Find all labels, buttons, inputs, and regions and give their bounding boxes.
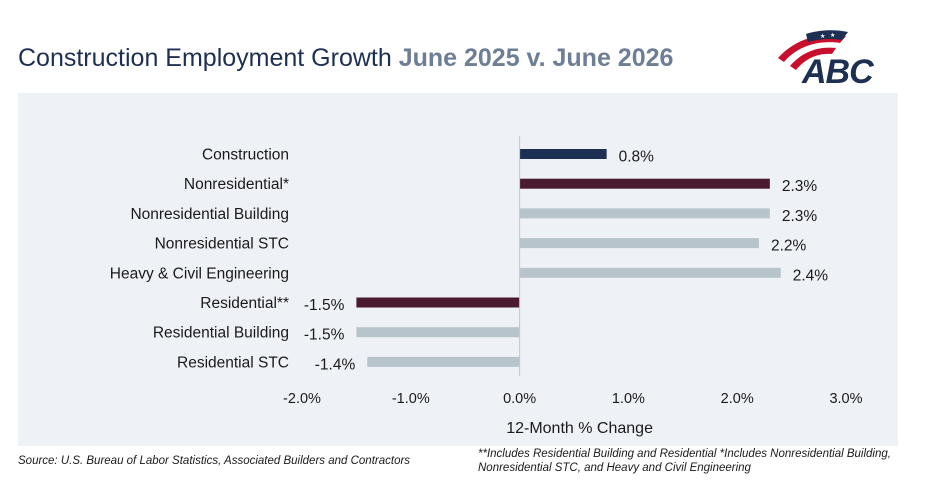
source-note: Source: U.S. Bureau of Labor Statistics,… [18, 455, 411, 467]
data-label: -1.5% [304, 297, 345, 314]
category-label: Residential Building [153, 325, 289, 342]
x-axis-label: 12-Month % Change [506, 420, 653, 437]
footnote: **Includes Residential Building and Resi… [478, 448, 891, 474]
bar [519, 149, 607, 159]
bar [519, 208, 770, 219]
data-label: 2.3% [782, 208, 818, 225]
data-label: -1.5% [304, 327, 345, 344]
x-tick-label: 2.0% [721, 391, 754, 407]
category-label: Construction [202, 147, 289, 164]
category-label: Residential** [200, 295, 289, 312]
x-tick-label: 0.0% [503, 391, 536, 407]
category-labels: Construction Nonresidential* Nonresidentia… [110, 147, 289, 372]
bar [356, 297, 520, 308]
bar [519, 178, 770, 189]
x-tick-label: -1.0% [392, 391, 430, 407]
x-tick-label: -2.0% [283, 391, 321, 407]
category-label: Residential STC [177, 354, 289, 371]
logo-flag-stripe-white [784, 42, 840, 66]
chart-panel: Construction Nonresidential* Nonresidentia… [18, 93, 898, 446]
abc-logo: ★ ★ ABC [778, 30, 875, 86]
title-subtitle: June 2025 v. June 2026 [398, 44, 674, 72]
data-label: 2.4% [793, 267, 829, 284]
data-label: -1.4% [315, 356, 356, 373]
title-main: Construction Employment Growth [18, 44, 399, 72]
value-labels: 0.8% 2.3% 2.3% 2.2% 2.4% -1.5% -1.5% -1.4% [304, 149, 828, 374]
logo-flag-field [806, 30, 848, 42]
bar [367, 356, 520, 367]
logo-star-1: ★ [820, 33, 825, 40]
logo-flag-stripe-red-2 [790, 47, 836, 70]
x-tick-label: 1.0% [612, 391, 645, 407]
bar-group [356, 149, 781, 367]
page-title: Construction Employment Growth June 2025… [18, 44, 673, 73]
bar [519, 267, 781, 278]
x-tick-label: 3.0% [829, 391, 862, 407]
logo-flag-stripe-red [778, 34, 846, 62]
bar [356, 327, 520, 338]
category-label: Heavy & Civil Engineering [110, 265, 289, 282]
logo-star-2: ★ [830, 32, 835, 39]
bar-chart: Construction Nonresidential* Nonresidentia… [110, 136, 863, 437]
data-label: 2.2% [771, 238, 807, 255]
bar [519, 238, 759, 249]
category-label: Nonresidential STC [155, 236, 289, 253]
logo-text: ABC [801, 53, 874, 86]
category-label: Nonresidential* [184, 176, 289, 193]
data-label: 0.8% [619, 149, 655, 166]
data-label: 2.3% [782, 178, 818, 195]
category-label: Nonresidential Building [130, 206, 289, 223]
x-tick-labels: -2.0% -1.0% 0.0% 1.0% 2.0% 3.0% [283, 391, 863, 407]
